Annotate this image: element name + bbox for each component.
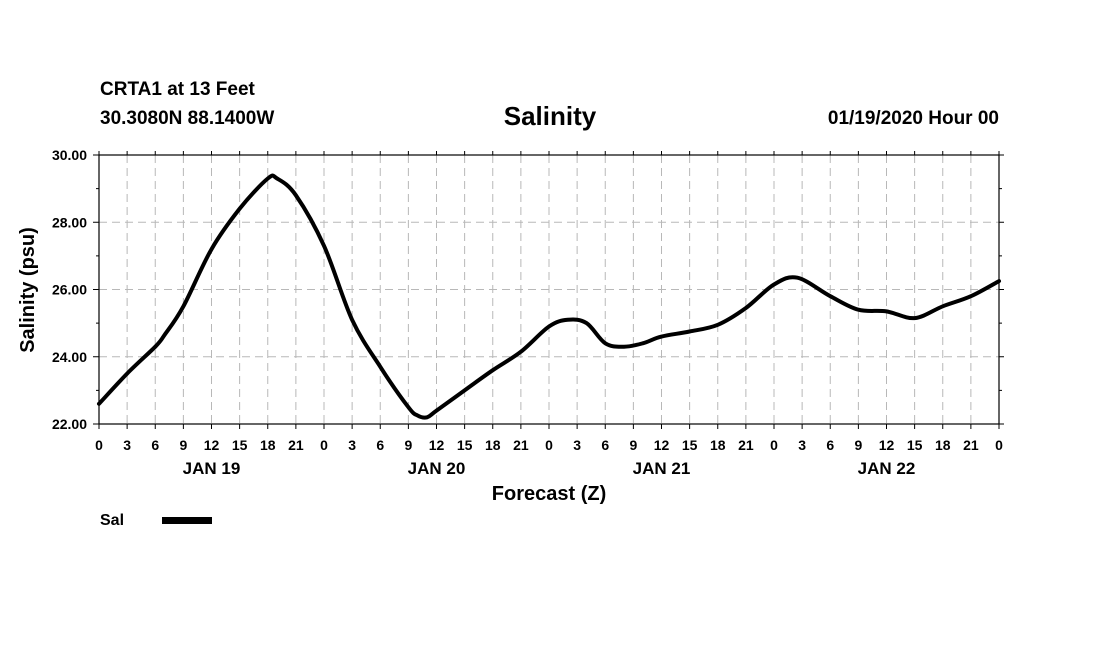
x-tick-label: 6 xyxy=(826,437,834,453)
y-tick-label: 30.00 xyxy=(52,147,87,163)
y-tick-label: 26.00 xyxy=(52,282,87,298)
y-tick-label: 28.00 xyxy=(52,214,87,230)
x-tick-label: 12 xyxy=(654,437,670,453)
x-tick-label: 21 xyxy=(963,437,979,453)
x-tick-label: 0 xyxy=(770,437,778,453)
x-tick-label: 3 xyxy=(348,437,356,453)
legend: Sal xyxy=(100,512,212,529)
x-tick-label: 15 xyxy=(457,437,473,453)
x-tick-label: 3 xyxy=(123,437,131,453)
timestamp-label: 01/19/2020 Hour 00 xyxy=(828,108,999,129)
x-tick-label: 0 xyxy=(995,437,1003,453)
x-tick-label: 0 xyxy=(95,437,103,453)
x-tick-label: 3 xyxy=(573,437,581,453)
x-tick-label: 6 xyxy=(376,437,384,453)
x-tick-label: 21 xyxy=(738,437,754,453)
day-label: JAN 20 xyxy=(408,459,466,478)
day-label: JAN 22 xyxy=(858,459,916,478)
x-tick-label: 6 xyxy=(601,437,609,453)
series-layer xyxy=(97,173,1001,420)
x-tick-label: 15 xyxy=(682,437,698,453)
x-tick-label: 0 xyxy=(545,437,553,453)
series-line-sal xyxy=(97,173,1001,420)
legend-swatch xyxy=(162,517,212,524)
day-label: JAN 19 xyxy=(183,459,241,478)
chart-title: Salinity xyxy=(504,101,597,131)
x-tick-label: 9 xyxy=(629,437,637,453)
x-tick-label: 12 xyxy=(429,437,445,453)
x-tick-label: 18 xyxy=(260,437,276,453)
x-tick-label: 9 xyxy=(404,437,412,453)
x-tick-label: 21 xyxy=(513,437,529,453)
x-tick-label: 18 xyxy=(710,437,726,453)
coordinates-label: 30.3080N 88.1400W xyxy=(100,108,274,129)
legend-label: Sal xyxy=(100,512,124,529)
x-tick-label: 15 xyxy=(907,437,923,453)
day-label: JAN 21 xyxy=(633,459,691,478)
y-axis-title: Salinity (psu) xyxy=(17,227,39,353)
x-tick-label: 3 xyxy=(798,437,806,453)
x-tick-label: 9 xyxy=(854,437,862,453)
x-axis-title: Forecast (Z) xyxy=(492,483,606,505)
grid-lines xyxy=(99,155,999,424)
x-tick-label: 18 xyxy=(485,437,501,453)
y-tick-label: 22.00 xyxy=(52,416,87,432)
day-labels: JAN 19 JAN 20 JAN 21 JAN 22 xyxy=(183,459,916,478)
x-tick-label: 21 xyxy=(288,437,304,453)
x-tick-label: 0 xyxy=(320,437,328,453)
x-tick-label: 15 xyxy=(232,437,248,453)
station-label: CRTA1 at 13 Feet xyxy=(100,79,256,100)
x-axis: 0 3 6 9 12 15 18 21 0 3 6 9 12 15 18 21 0 3 6 9 12 15 18 21 0 3 6 9… xyxy=(95,151,1003,453)
x-tick-label: 12 xyxy=(879,437,895,453)
y-axis: 22.00 24.00 26.00 28.00 30.00 xyxy=(52,147,1004,432)
y-tick-label: 24.00 xyxy=(52,349,87,365)
x-tick-label: 12 xyxy=(204,437,220,453)
x-tick-label: 9 xyxy=(179,437,187,453)
x-tick-label: 6 xyxy=(151,437,159,453)
x-tick-label: 18 xyxy=(935,437,951,453)
